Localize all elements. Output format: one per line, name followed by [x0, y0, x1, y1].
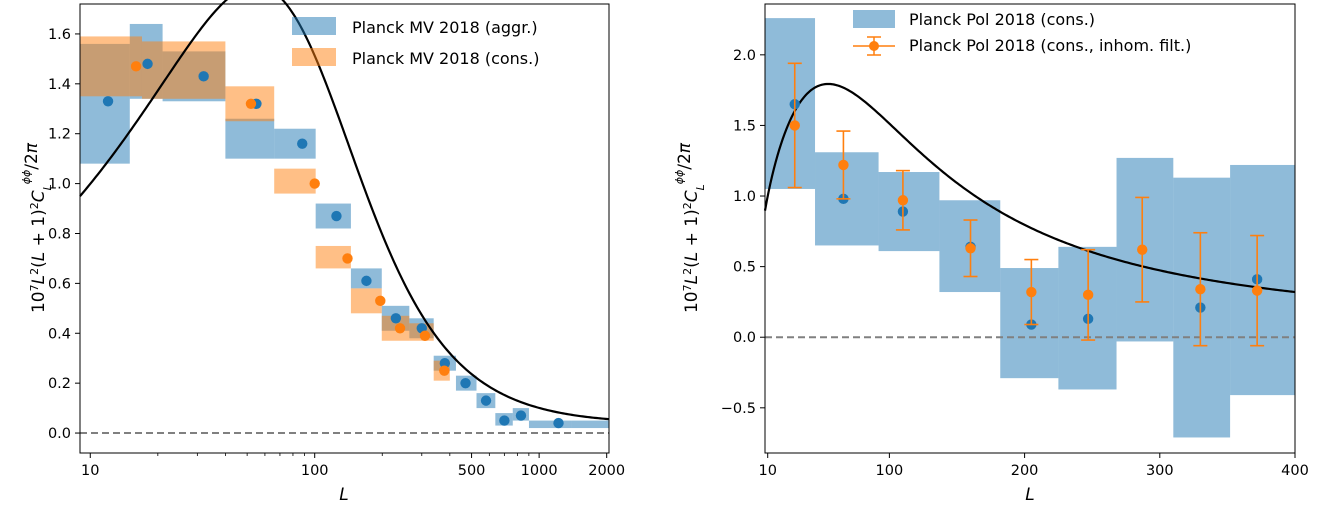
x-tick-label: 100 [876, 463, 904, 479]
legend-swatch-pol [853, 10, 895, 28]
x-tick-label: 300 [1146, 463, 1174, 479]
legend-label-aggr: Planck MV 2018 (aggr.) [352, 18, 538, 37]
y-tick-label: 0.0 [733, 330, 756, 346]
band-rect [315, 245, 351, 269]
data-point [130, 61, 142, 72]
axes-frame-left [79, 3, 610, 454]
data-point [1251, 285, 1263, 296]
x-tick-label: 200 [1011, 463, 1039, 479]
data-point [499, 415, 510, 426]
data-point [553, 417, 564, 429]
data-point [897, 195, 909, 206]
legend-label-cons: Planck MV 2018 (cons.) [352, 49, 539, 68]
y-tick-label: 0.2 [48, 376, 71, 392]
aggr-points [102, 58, 564, 429]
data-point [245, 98, 257, 109]
band-rect [225, 118, 275, 159]
x-tick-label: 10 [81, 463, 99, 479]
band-rect [141, 41, 226, 99]
y-tick-label: 1.0 [48, 177, 71, 193]
data-point [390, 313, 402, 324]
data-point [419, 330, 431, 341]
x-tick-label: 400 [1281, 463, 1309, 479]
x-tick-label: 100 [301, 463, 329, 479]
data-point [297, 138, 308, 149]
x-axis-label: L [339, 485, 348, 505]
data-point [198, 71, 209, 82]
y-tick-label: 0.8 [48, 226, 71, 242]
data-point [1137, 244, 1148, 255]
y-ticks: 0.0 0.2 0.4 0.6 0.8 1.0 1.2 1.4 1.6 [48, 27, 80, 442]
y-tick-label: 0.5 [733, 260, 756, 276]
data-point [331, 210, 342, 222]
model-curve [763, 82, 1296, 294]
data-point [375, 295, 386, 307]
legend-left: Planck MV 2018 (aggr.) Planck MV 2018 (c… [292, 17, 539, 68]
panel-right: 10 100 200 300 400 −0.5 0.0 0.5 1.0 1.5 2.0 Planc… [673, 3, 1309, 505]
legend-swatch-aggr [292, 17, 336, 35]
x-tick-label: 10 [758, 463, 776, 479]
y-tick-label: 1.2 [48, 127, 71, 143]
data-point [480, 395, 492, 406]
data-point [1195, 284, 1206, 295]
x-axis-label: L [1025, 485, 1034, 505]
x-ticks: 10 100 500 1000 2000 [81, 453, 625, 479]
legend-swatch-inhom [853, 36, 895, 56]
data-point [439, 358, 451, 369]
y-tick-label: 0.4 [48, 326, 71, 342]
legend-swatch-cons [292, 48, 336, 66]
data-point [102, 96, 114, 107]
x-tick-label: 500 [458, 463, 486, 479]
data-point [342, 253, 353, 264]
y-tick-label: 1.4 [48, 77, 71, 93]
legend-label-pol: Planck Pol 2018 (cons.) [909, 10, 1095, 29]
band-rect [274, 128, 316, 159]
y-tick-label: 1.0 [733, 189, 756, 205]
data-point [439, 365, 450, 376]
model-curve [79, 0, 610, 421]
panel-left: 10 100 500 1000 2000 0.0 0.2 0.4 0.6 0.8 1.0 1.2 1.… [20, 0, 625, 505]
y-tick-label: 1.5 [733, 118, 756, 134]
y-axis-label: 107L2(L + 1)2CLϕϕ/2π [673, 142, 707, 313]
y-tick-label: 0.6 [48, 276, 71, 292]
data-point [309, 178, 320, 189]
data-point [1082, 289, 1094, 301]
band-rect [571, 420, 609, 429]
data-point [394, 323, 406, 334]
data-point [965, 243, 976, 254]
data-point [1026, 286, 1037, 298]
legend-right: Planck Pol 2018 (cons.) Planck Pol 2018 … [853, 10, 1191, 56]
x-tick-label: 2000 [588, 463, 625, 479]
cons-points [130, 61, 450, 376]
data-point [460, 377, 471, 389]
y-tick-label: 0.0 [48, 426, 71, 442]
band-rect [274, 168, 316, 194]
axes-frame-right [764, 3, 1296, 454]
y-tick-label: −0.5 [721, 401, 756, 417]
band-rect [1230, 164, 1295, 396]
legend-label-inhom: Planck Pol 2018 (cons., inhom. filt.) [909, 36, 1191, 55]
data-point [515, 410, 527, 421]
data-point [361, 275, 372, 287]
data-point [142, 58, 153, 70]
data-point [838, 159, 849, 171]
y-ticks: −0.5 0.0 0.5 1.0 1.5 2.0 [721, 48, 765, 417]
x-tick-label: 1000 [521, 463, 558, 479]
x-ticks: 10 100 200 300 400 [758, 453, 1309, 479]
inhom-errorbars [787, 62, 1265, 347]
band-rect [878, 172, 940, 252]
data-point [789, 120, 800, 131]
band-rect [528, 420, 572, 429]
y-tick-label: 1.6 [48, 27, 71, 43]
y-tick-label: 2.0 [733, 48, 756, 64]
